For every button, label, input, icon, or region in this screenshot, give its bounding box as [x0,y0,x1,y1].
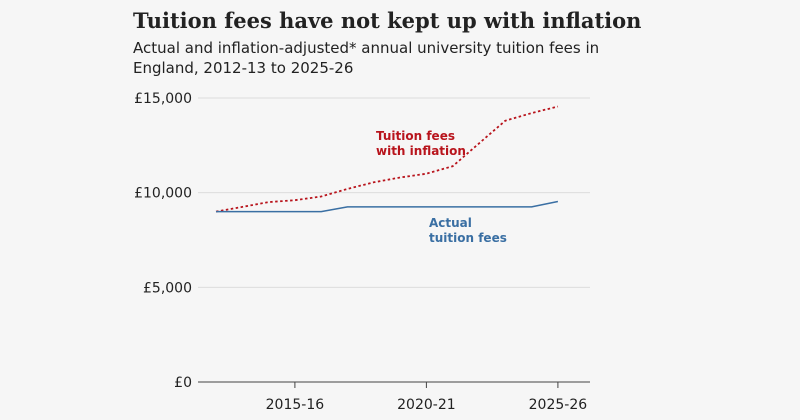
gridlines [198,97,590,288]
chart-subtitle: Actual and inflation-adjusted* annual un… [133,39,600,77]
chart-title: Tuition fees have not kept up with infla… [133,8,642,33]
x-axis: 2015-16 2020-21 2025-26 [198,381,590,413]
y-axis-tick-labels: £0 £5,000 £10,000 £15,000 [134,91,192,391]
x-tick-label: 2020-21 [397,397,456,413]
series-label-line: tuition fees [429,231,507,245]
series-labels: Tuition fees with inflation Actual tuition … [376,129,507,245]
series-label-line: Actual [429,216,472,230]
x-tick-label: 2015-16 [266,397,325,413]
series-label-inflation: Tuition fees with inflation [376,129,466,158]
series-label-line: Tuition fees [376,129,455,143]
series-label-line: with inflation [376,144,466,158]
y-tick-label: £5,000 [143,280,192,296]
series-line-inflation [215,105,559,213]
y-tick-label: £10,000 [134,186,192,202]
x-tick-label: 2025-26 [529,397,588,413]
series-lines [215,105,559,213]
y-tick-label: £0 [174,375,192,391]
series-line-actual [216,200,559,213]
y-tick-label: £15,000 [134,91,192,107]
series-label-actual: Actual tuition fees [429,216,507,245]
